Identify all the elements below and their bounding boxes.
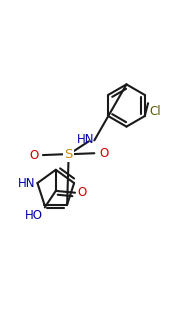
Text: S: S bbox=[64, 148, 73, 161]
Text: O: O bbox=[99, 147, 108, 160]
Text: O: O bbox=[78, 186, 87, 199]
Text: HN: HN bbox=[77, 133, 94, 146]
Text: HO: HO bbox=[25, 209, 43, 222]
Text: HN: HN bbox=[18, 177, 36, 190]
Text: Cl: Cl bbox=[149, 105, 161, 118]
Text: O: O bbox=[29, 149, 38, 162]
